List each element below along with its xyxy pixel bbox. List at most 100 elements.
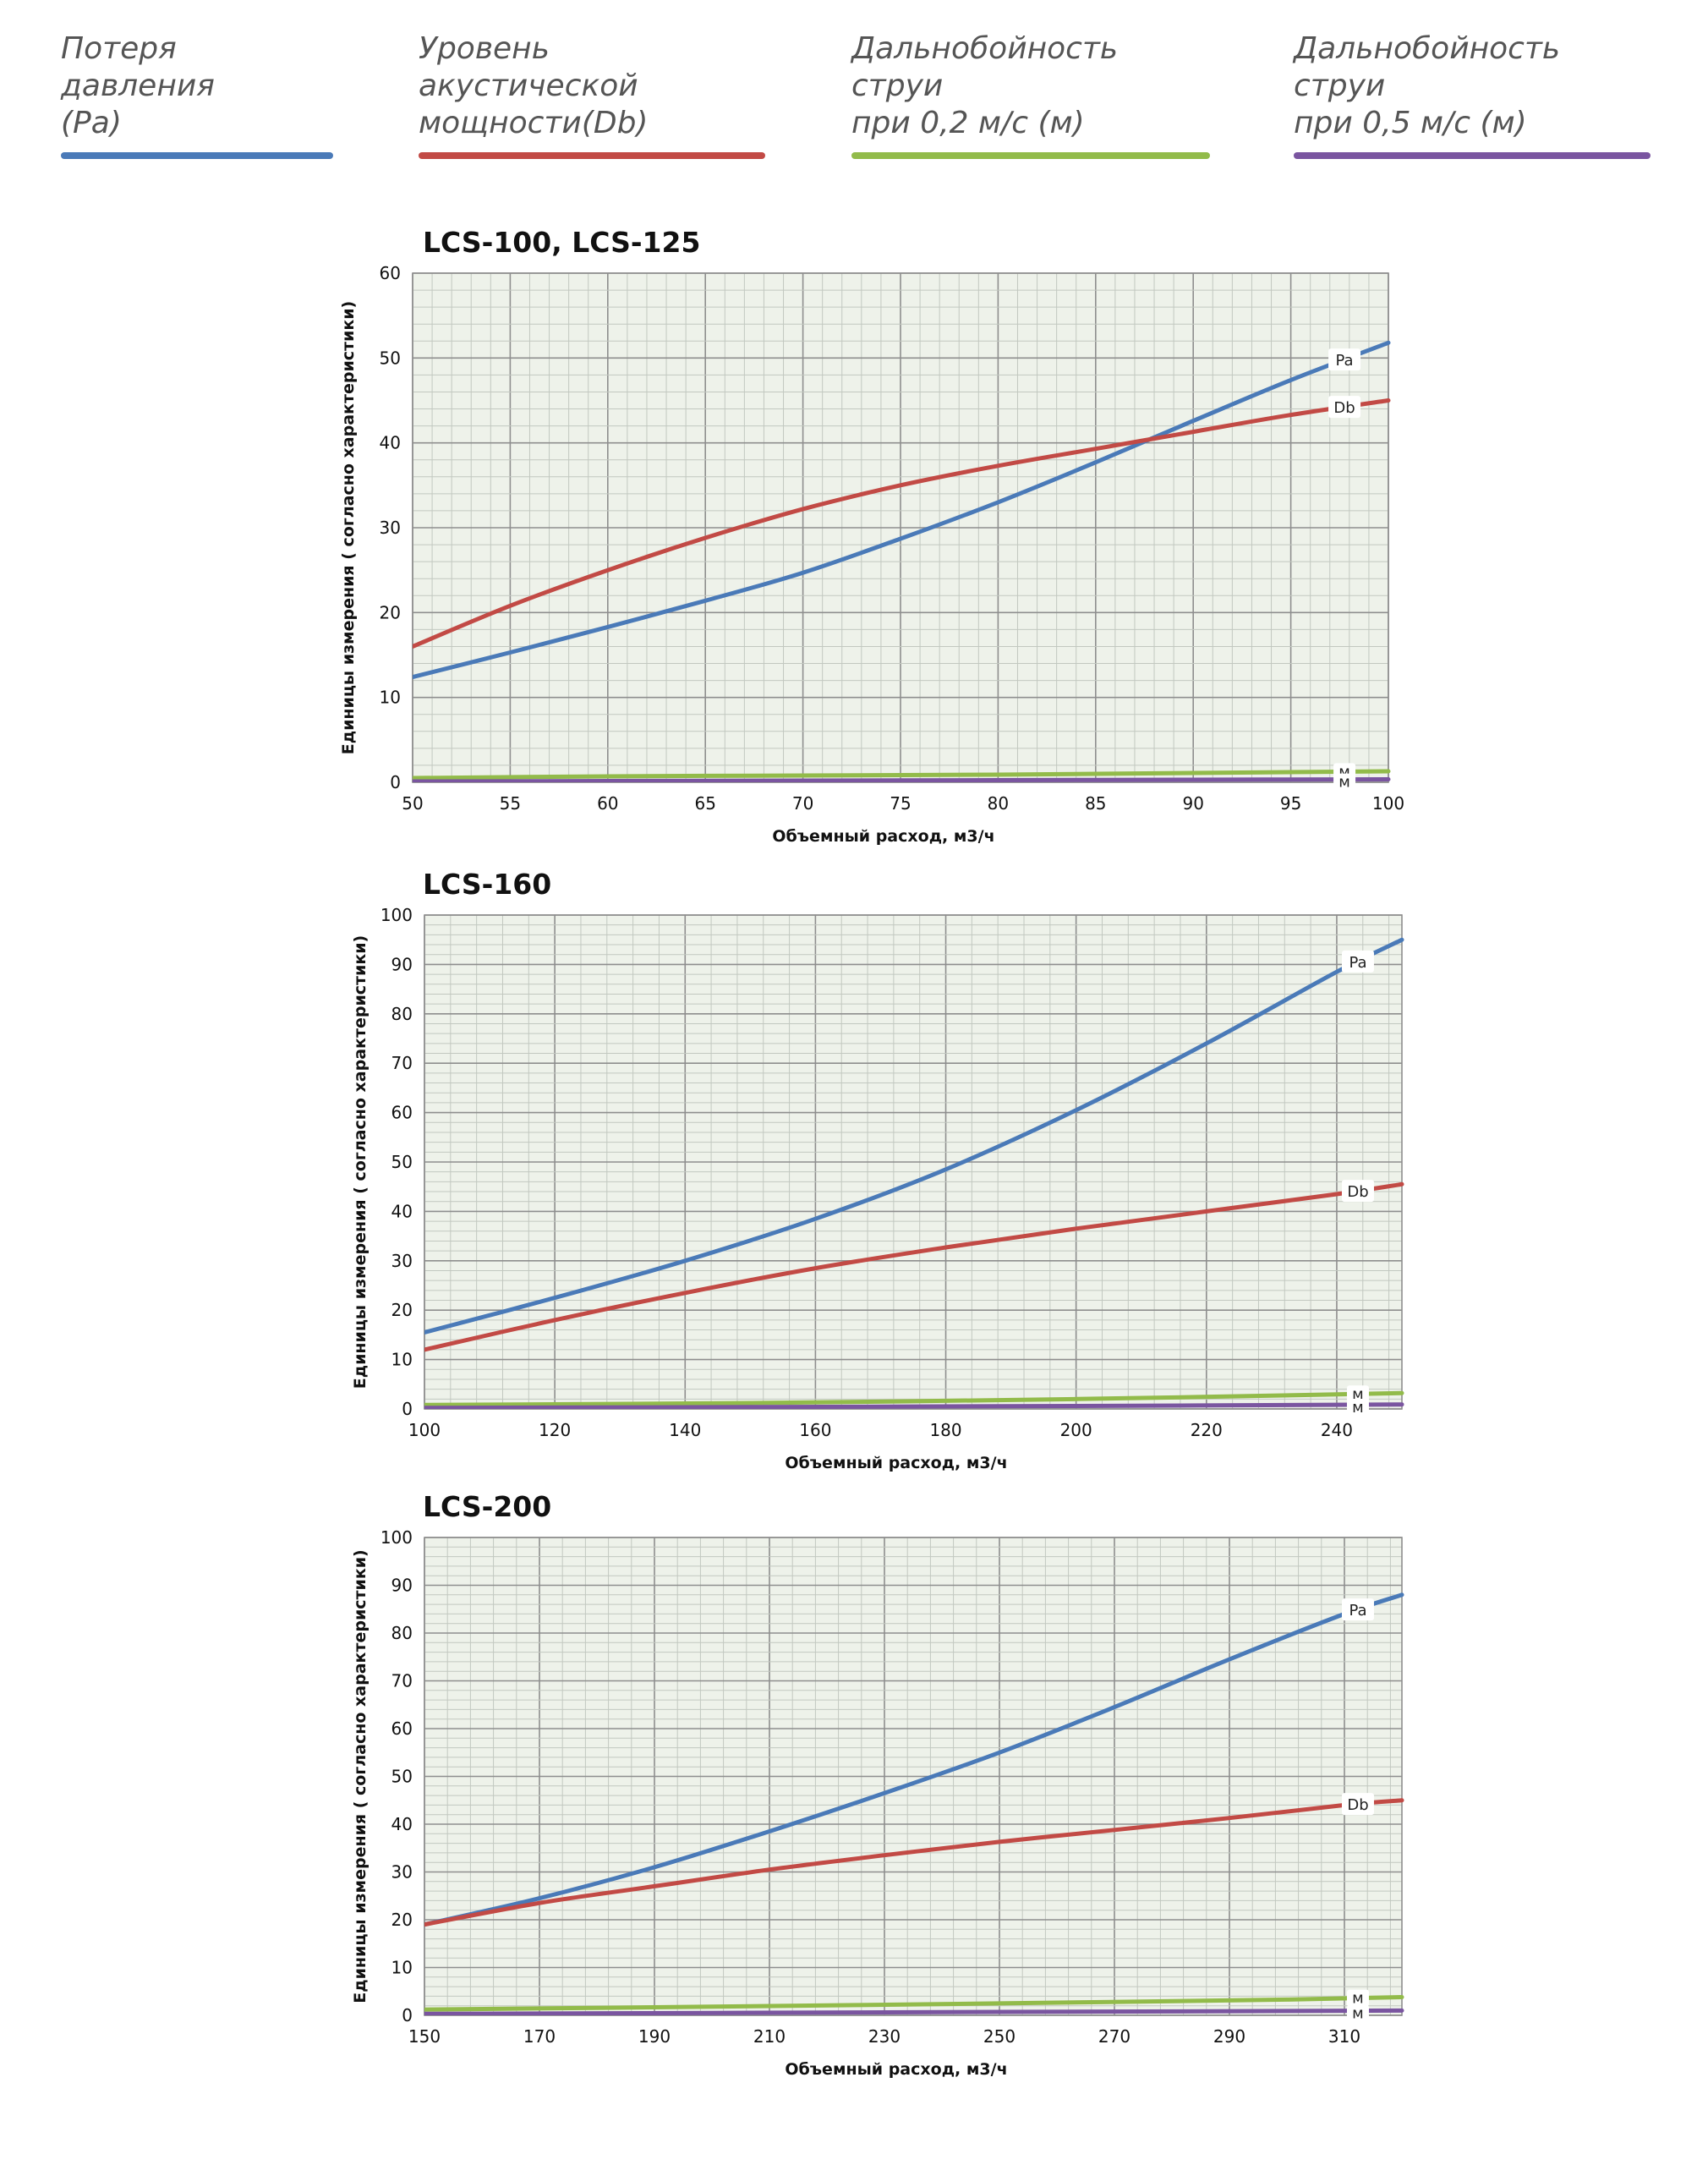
chart-lcs-100-125-xtick-1: 55: [500, 793, 521, 814]
chart-lcs-100-125-xlabel: Объемный расход, м3/ч: [772, 827, 994, 846]
chart-lcs-100-125-xtick-6: 80: [988, 793, 1009, 814]
legend-label-pressure: Потеря давления (Pa): [61, 30, 333, 142]
chart-lcs-100-125-xtick-9: 95: [1280, 793, 1301, 814]
chart-lcs-160-ylabel: Единицы измерения ( согласно характерист…: [351, 935, 370, 1389]
chart-lcs-160-ytick-4: 40: [391, 1201, 413, 1221]
chart-lcs-200-series-label-bg-1: [1341, 1793, 1374, 1816]
legend-bar-throw-05: [1294, 152, 1651, 159]
chart-lcs-160-series-3: [424, 1402, 1404, 1409]
chart-lcs-160-grid: [424, 914, 1403, 1410]
chart-lcs-200-ytick-3: 30: [391, 1862, 413, 1883]
chart-lcs-100-125-xtick-0: 50: [402, 793, 423, 814]
chart-lcs-200-ytick-2: 20: [391, 1910, 413, 1930]
chart-lcs-160-ytick-8: 80: [391, 1004, 413, 1024]
chart-lcs-160-series-label-0: Pa: [1349, 954, 1366, 972]
legend-item-pressure: Потеря давления (Pa): [61, 30, 333, 159]
chart-lcs-200: LCS-200 150 170 190 210 230 250 270 290 310 0 10 20 3…: [351, 1490, 1404, 2079]
chart-lcs-100-125-series-2: [413, 769, 1391, 781]
chart-lcs-100-125-ytick-6: 60: [380, 263, 401, 283]
chart-lcs-100-125-grid: [412, 272, 1389, 783]
chart-lcs-200-xtick-3: 210: [753, 2026, 786, 2047]
chart-lcs-100-125-ytick-2: 20: [380, 602, 401, 622]
chart-lcs-200-series-0: [424, 1592, 1404, 1927]
chart-lcs-200-xtick-7: 290: [1213, 2026, 1245, 2047]
chart-lcs-160-xtick-6: 220: [1191, 1420, 1223, 1440]
chart-lcs-100-125-series-0: [413, 340, 1391, 680]
legend-throw-05-line2: при 0,5 м/с (м): [1294, 106, 1527, 140]
chart-lcs-160-ytick-10: 100: [380, 905, 413, 925]
chart-lcs-160-ytick-1: 10: [391, 1350, 413, 1370]
chart-lcs-100-125-xtick-7: 85: [1085, 793, 1106, 814]
chart-lcs-160-xtick-2: 140: [669, 1420, 701, 1440]
legend-item-acoustic: Уровень акустической мощности(Db): [419, 30, 765, 159]
chart-lcs-200-xtick-2: 190: [638, 2026, 671, 2047]
chart-lcs-200-ytick-1: 10: [391, 1958, 413, 1978]
chart-lcs-160-title: LCS-160: [423, 868, 551, 901]
chart-lcs-160-ytick-5: 50: [391, 1152, 413, 1172]
legend-bar-throw-02: [851, 152, 1210, 159]
chart-lcs-100-125-ytick-3: 30: [380, 518, 401, 538]
chart-lcs-160-ytick-9: 90: [391, 954, 413, 974]
legend-acoustic-line1: Уровень акустической: [419, 31, 638, 103]
chart-lcs-160-series-label-3: м: [1352, 1399, 1364, 1417]
chart-lcs-100-125-xtick-2: 60: [597, 793, 618, 814]
chart-lcs-160-xtick-0: 100: [408, 1420, 441, 1440]
chart-lcs-100-125-xtick-5: 75: [890, 793, 911, 814]
legend-label-acoustic: Уровень акустической мощности(Db): [419, 30, 765, 142]
chart-lcs-160-series-label-bg-3: [1346, 1398, 1369, 1416]
chart-lcs-160-series-label-1: Db: [1347, 1183, 1368, 1201]
chart-lcs-100-125-series-label-bg-1: [1328, 396, 1361, 419]
chart-lcs-200-series-3: [424, 2008, 1404, 2015]
chart-lcs-200-ylabel: Единицы измерения ( согласно характерист…: [351, 1549, 370, 2003]
chart-lcs-200-xtick-0: 150: [408, 2026, 441, 2047]
legend-pressure-line2: (Pa): [61, 106, 122, 140]
chart-lcs-160-series-label-bg-1: [1341, 1180, 1374, 1203]
chart-lcs-100-125-series-label-0: Pa: [1336, 352, 1354, 370]
chart-lcs-200-series-label-3: м: [1352, 2005, 1364, 2023]
chart-lcs-200-series-1: [424, 1798, 1404, 1927]
chart-lcs-160-series-2: [424, 1390, 1404, 1407]
chart-lcs-100-125-title: LCS-100, LCS-125: [423, 226, 700, 259]
chart-lcs-200-series-2: [424, 1995, 1404, 2012]
chart-lcs-160-ytick-7: 70: [391, 1053, 413, 1073]
legend-label-throw-05: Дальнобойность струи при 0,5 м/с (м): [1294, 30, 1651, 142]
chart-lcs-160-series-1: [424, 1181, 1404, 1352]
legend-acoustic-line2: мощности(Db): [419, 106, 649, 140]
chart-lcs-100-125: LCS-100, LCS-125 50 55 60 65 70 75 80 85 90 95 100 0…: [339, 226, 1404, 846]
chart-lcs-100-125-series-label-1: Db: [1333, 399, 1355, 417]
legend-throw-05-line1: Дальнобойность струи: [1294, 31, 1561, 103]
chart-lcs-160-ytick-2: 20: [391, 1300, 413, 1320]
legend-throw-02-line1: Дальнобойность струи: [851, 31, 1119, 103]
chart-lcs-200-grid: [424, 1537, 1403, 2016]
chart-lcs-160-xlabel: Объемный расход, м3/ч: [785, 1454, 1007, 1472]
legend-bar-pressure: [61, 152, 333, 159]
chart-lcs-200-ytick-5: 50: [391, 1767, 413, 1787]
chart-lcs-160-ytick-3: 30: [391, 1251, 413, 1271]
chart-lcs-200-xtick-8: 310: [1328, 2026, 1360, 2047]
legend: Потеря давления (Pa) Уровень акустическо…: [0, 0, 1708, 159]
chart-lcs-200-title: LCS-200: [423, 1490, 551, 1523]
chart-lcs-160: LCS-160 100 120 140 160 180 200 220 240 0 10 20 30 40…: [351, 868, 1404, 1472]
chart-lcs-160-series-label-bg-0: [1341, 950, 1374, 973]
chart-lcs-200-xtick-4: 230: [868, 2026, 901, 2047]
chart-lcs-200-ytick-0: 0: [402, 2005, 413, 2025]
chart-lcs-160-xtick-4: 180: [929, 1420, 961, 1440]
chart-lcs-160-ytick-0: 0: [402, 1399, 413, 1419]
chart-lcs-100-125-ytick-5: 50: [380, 348, 401, 368]
chart-lcs-100-125-xtick-3: 65: [694, 793, 715, 814]
chart-lcs-100-125-xtick-10: 100: [1372, 793, 1404, 814]
chart-lcs-160-series-label-bg-2: [1346, 1385, 1369, 1403]
chart-lcs-100-125-series-3: [413, 777, 1391, 782]
chart-lcs-200-xlabel: Объемный расход, м3/ч: [785, 2060, 1007, 2079]
chart-lcs-160-ytick-6: 60: [391, 1103, 413, 1123]
chart-lcs-100-125-xtick-8: 90: [1182, 793, 1203, 814]
legend-throw-02-line2: при 0,2 м/с (м): [851, 106, 1085, 140]
chart-lcs-200-series-label-bg-3: [1346, 2004, 1369, 2022]
chart-lcs-100-125-series-1: [413, 398, 1391, 649]
chart-lcs-200-ytick-10: 100: [380, 1527, 413, 1548]
chart-lcs-200-series-label-1: Db: [1347, 1796, 1368, 1814]
legend-bar-acoustic: [419, 152, 765, 159]
chart-lcs-160-xtick-1: 120: [539, 1420, 571, 1440]
chart-lcs-160-xtick-7: 240: [1321, 1420, 1353, 1440]
chart-lcs-200-xtick-1: 170: [523, 2026, 556, 2047]
